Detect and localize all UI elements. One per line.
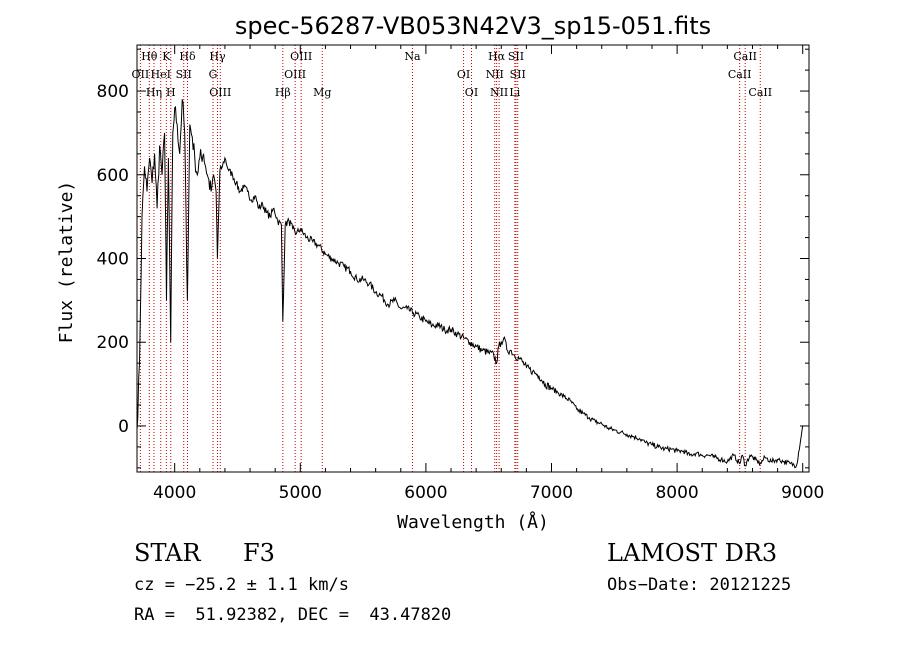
- line-label: OI: [457, 68, 470, 81]
- x-tick-label: 9000: [781, 483, 824, 503]
- line-label: HeI: [151, 68, 171, 81]
- line-label: CaII: [733, 50, 757, 63]
- y-tick-label: 400: [97, 250, 129, 270]
- object-class: STAR: [134, 539, 201, 567]
- plot-frame: [136, 44, 810, 473]
- line-label: CaII: [728, 68, 752, 81]
- line-label: NII: [486, 68, 504, 81]
- line-label: Hη: [146, 86, 162, 99]
- line-label: Hα: [488, 50, 506, 63]
- x-axis-label: Wavelength (Å): [397, 511, 549, 533]
- y-tick-label: 0: [118, 417, 129, 437]
- survey-name: LAMOST DR3: [607, 539, 778, 567]
- y-axis-label: Flux (relative): [56, 181, 77, 344]
- line-label: Hβ: [275, 86, 291, 99]
- spectrum-line: [136, 99, 804, 469]
- x-tick-label: 8000: [655, 483, 698, 503]
- object-subclass: F3: [243, 539, 275, 567]
- chart-title: spec-56287-VB053N42V3_sp15-051.fits: [235, 12, 711, 40]
- y-tick-label: 800: [97, 82, 129, 102]
- line-label: OIII: [209, 86, 231, 99]
- line-label: SII: [510, 68, 526, 81]
- line-label: Li: [509, 86, 520, 99]
- line-label: OI: [465, 86, 478, 99]
- line-label: OIII: [284, 68, 306, 81]
- line-label: OIII: [290, 50, 312, 63]
- spectral-line-markers: [139, 45, 761, 472]
- line-label: OII: [132, 68, 150, 81]
- line-label: CaII: [748, 86, 772, 99]
- line-label: Mg: [313, 86, 331, 99]
- line-label: SII: [508, 50, 524, 63]
- sky-coordinates: RA = 51.92382, DEC = 43.47820: [134, 605, 452, 625]
- line-label: NII: [490, 86, 508, 99]
- redshift-velocity: cz = −25.2 ± 1.1 km/s: [134, 575, 349, 595]
- axis-ticks: 4000 5000 6000 7000 8000 9000 0 200 400 600 800: [97, 45, 824, 503]
- y-tick-label: 600: [97, 166, 129, 186]
- line-label: K: [162, 50, 171, 63]
- observation-date: Obs−Date: 20121225: [607, 575, 792, 595]
- line-label: G: [209, 68, 218, 81]
- line-label: Na: [404, 50, 421, 63]
- x-tick-label: 4000: [153, 483, 196, 503]
- x-tick-label: 7000: [530, 483, 573, 503]
- x-tick-label: 5000: [279, 483, 322, 503]
- y-tick-label: 200: [97, 333, 129, 353]
- line-label: Hθ: [141, 50, 158, 63]
- line-label: SII: [176, 68, 192, 81]
- x-tick-label: 6000: [404, 483, 447, 503]
- line-label: Hγ: [209, 50, 226, 63]
- line-label: Hδ: [179, 50, 196, 63]
- line-label: H: [166, 86, 176, 99]
- spectral-line-labels: Hθ OII Hη K HeI H Hδ SII OIII Hγ G Hβ OIII OIII Mg Na OI…: [132, 50, 773, 99]
